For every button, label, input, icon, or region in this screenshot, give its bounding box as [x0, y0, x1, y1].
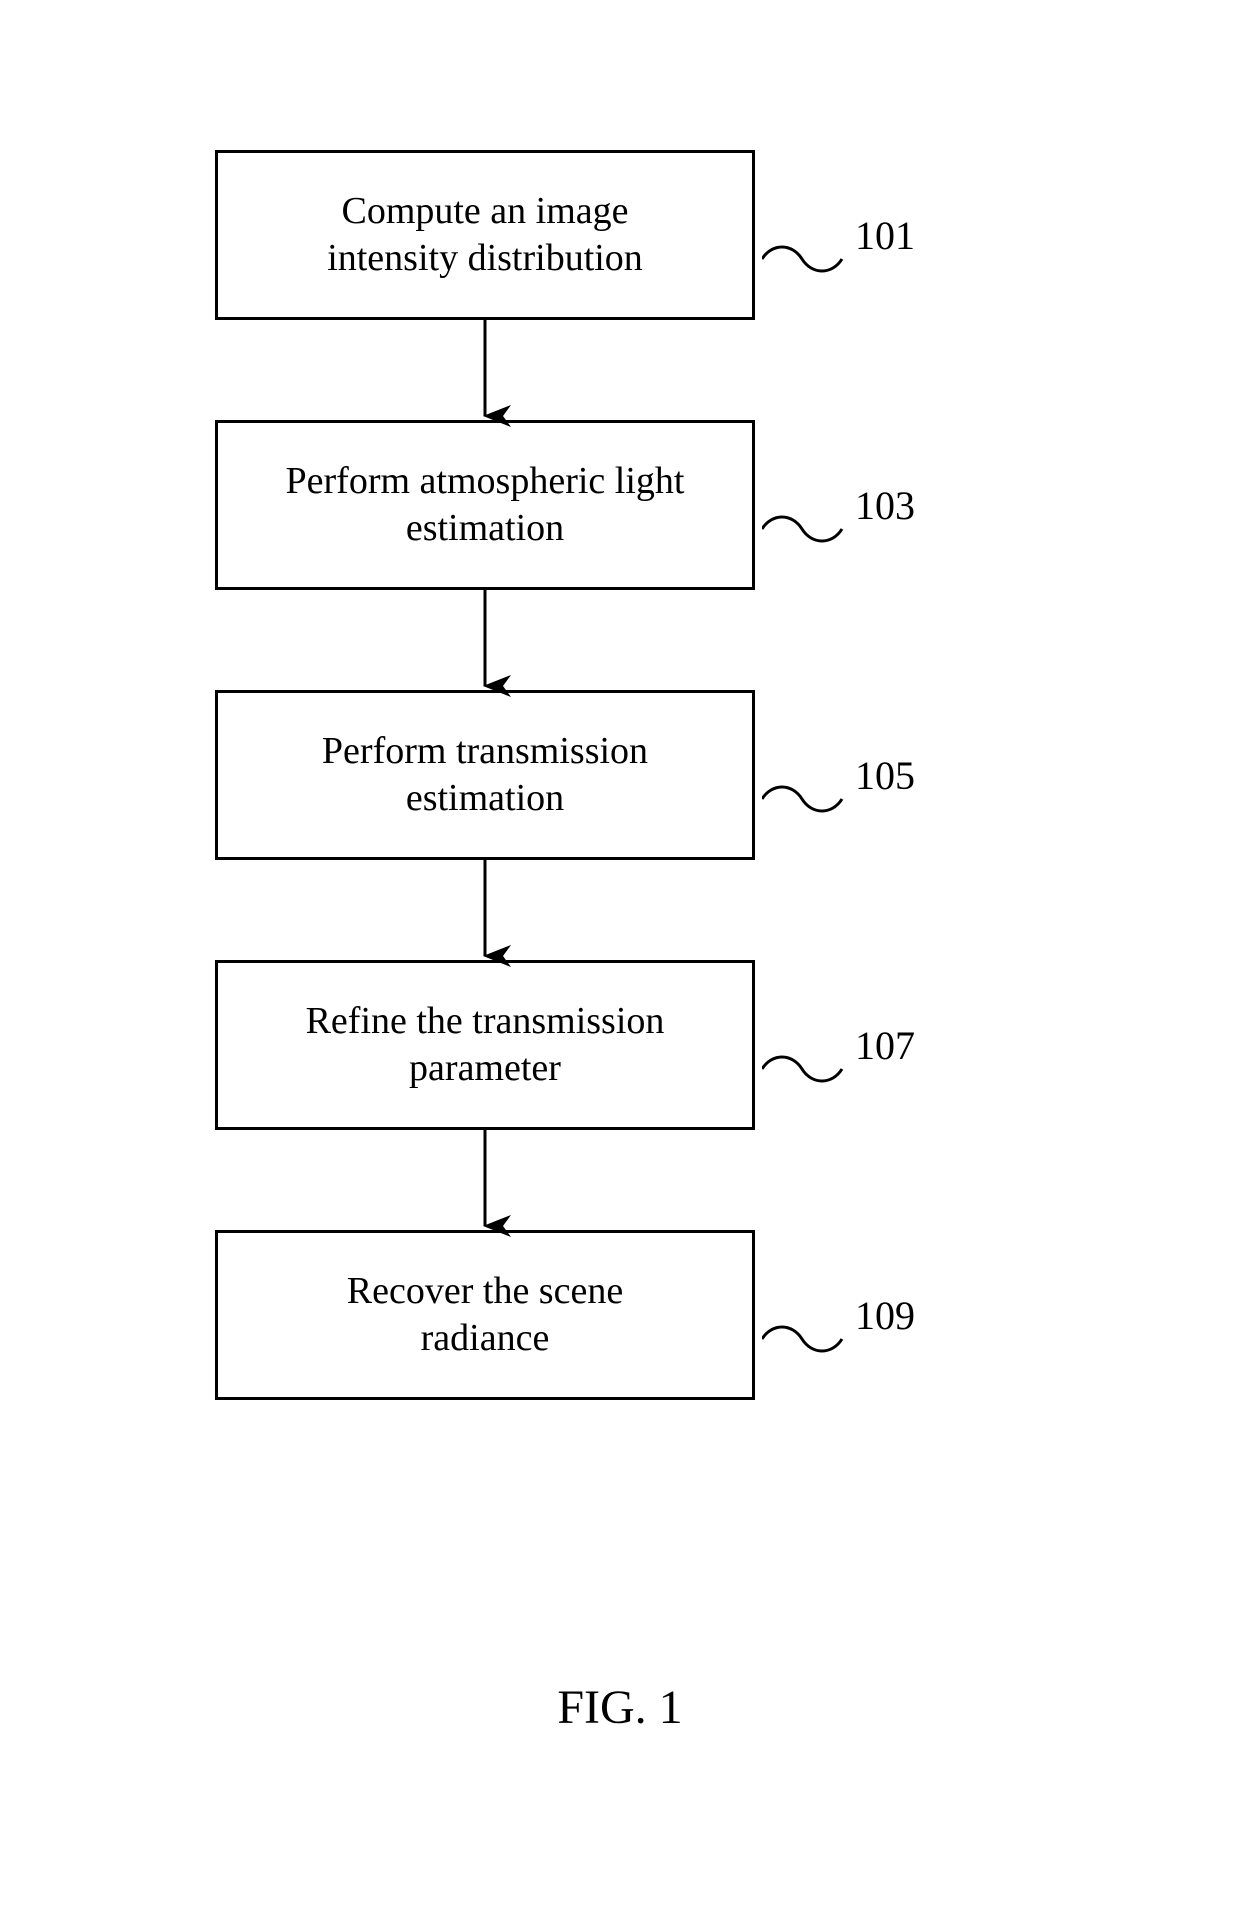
flowchart-canvas: Compute an image intensity distribution …: [0, 0, 1240, 1927]
flowchart-arrows: [0, 0, 1240, 1927]
figure-caption: FIG. 1: [0, 1680, 1240, 1735]
